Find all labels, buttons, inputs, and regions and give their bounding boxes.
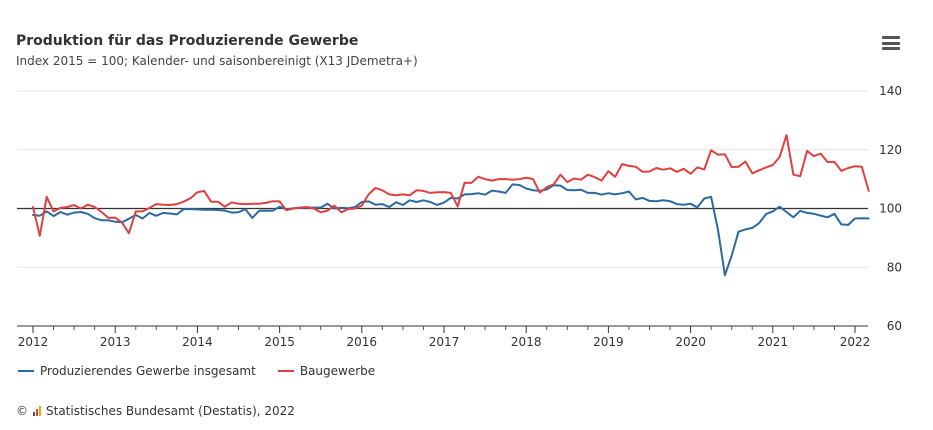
legend-swatch xyxy=(18,370,34,372)
x-tick-label: 2021 xyxy=(758,335,789,349)
credit-line: © Statistisches Bundesamt (Destatis), 20… xyxy=(16,404,295,418)
x-axis: 2012 2013 2014 2015 2016 2017 2018 2019 2020 2021… xyxy=(17,325,871,349)
chart-title: Produktion für das Produzierende Gewerbe xyxy=(16,33,359,49)
chart-series xyxy=(32,134,870,277)
x-tick-label: 2012 xyxy=(18,335,49,349)
chart-grid xyxy=(17,90,868,327)
y-tick-label: 120 xyxy=(879,143,902,157)
legend-label: Baugewerbe xyxy=(299,364,376,378)
chart-subtitle: Index 2015 = 100; Kalender- und saisonbe… xyxy=(16,54,418,68)
credit-text: Statistisches Bundesamt (Destatis), 2022 xyxy=(46,404,295,418)
legend-item-produzierendes-gewerbe[interactable]: Produzierendes Gewerbe insgesamt xyxy=(18,364,256,378)
y-axis-ticks: 140 120 100 80 60 xyxy=(879,84,902,333)
y-tick-label: 140 xyxy=(879,84,902,98)
legend-swatch xyxy=(277,370,294,372)
chart-legend: Produzierendes Gewerbe insgesamt Baugewe… xyxy=(18,364,375,378)
x-tick-label: 2019 xyxy=(593,335,624,349)
x-tick-label: 2018 xyxy=(511,335,542,349)
x-tick-label: 2013 xyxy=(100,335,131,349)
legend-item-baugewerbe[interactable]: Baugewerbe xyxy=(277,364,376,378)
x-tick-label: 2022 xyxy=(840,335,871,349)
hamburger-menu-icon[interactable] xyxy=(882,36,900,50)
x-tick-label: 2020 xyxy=(675,335,706,349)
x-tick-label: 2015 xyxy=(264,335,295,349)
copyright-symbol: © xyxy=(16,404,28,418)
y-tick-label: 100 xyxy=(879,202,902,216)
y-tick-label: 60 xyxy=(887,319,902,333)
x-tick-label: 2017 xyxy=(429,335,460,349)
series-line-baugewerbe xyxy=(32,134,870,237)
x-tick-label: 2014 xyxy=(182,335,213,349)
series-line-produzierendes-gewerbe xyxy=(32,183,870,277)
y-tick-label: 80 xyxy=(887,260,902,274)
x-tick-label: 2016 xyxy=(347,335,378,349)
legend-label: Produzierendes Gewerbe insgesamt xyxy=(40,364,256,378)
destatis-bars-icon xyxy=(33,406,41,416)
